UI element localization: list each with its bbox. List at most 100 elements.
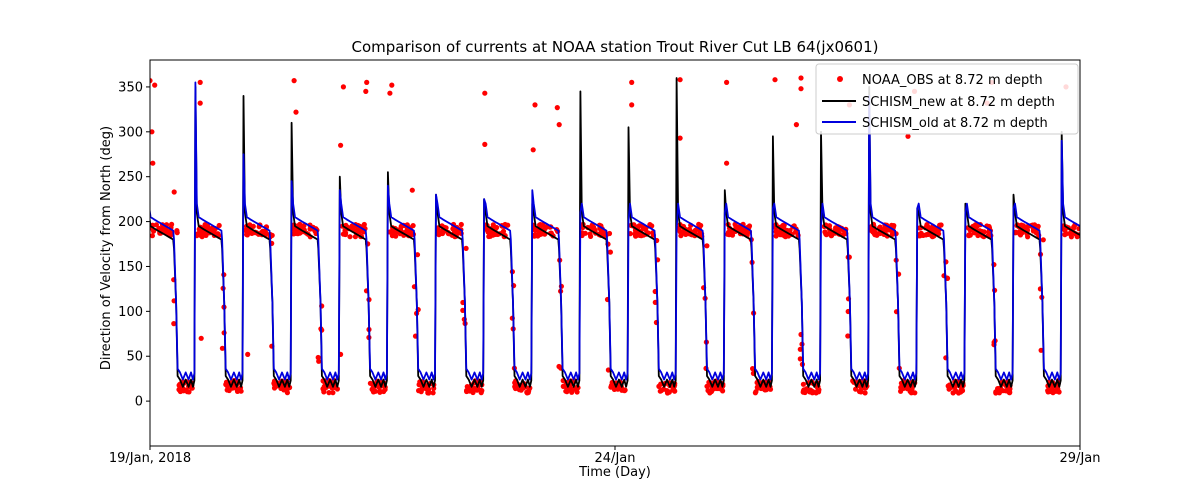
obs-point-outlier <box>677 77 683 83</box>
obs-point <box>458 221 464 228</box>
obs-point <box>898 386 904 392</box>
obs-point <box>746 223 753 229</box>
y-tick-label: 200 <box>118 215 143 230</box>
obs-point <box>874 231 880 237</box>
obs-point-outlier <box>291 78 297 84</box>
x-tick-label: 19/Jan, 2018 <box>109 451 191 466</box>
obs-point <box>393 233 399 239</box>
obs-point-outlier <box>171 189 177 195</box>
obs-point <box>199 234 205 240</box>
y-tick-label: 150 <box>118 260 143 275</box>
obs-point <box>619 387 625 393</box>
chart-title: Comparison of currents at NOAA station T… <box>351 38 878 56</box>
legend-frame <box>815 63 1079 135</box>
obs-point <box>704 243 710 249</box>
obs-point <box>1068 230 1074 236</box>
obs-point-outlier <box>905 133 911 139</box>
obs-point <box>183 387 189 393</box>
y-tick-label: 0 <box>135 395 143 410</box>
obs-point <box>263 230 269 236</box>
obs-point <box>464 384 470 390</box>
obs-point <box>829 232 835 239</box>
obs-point <box>460 307 466 313</box>
obs-point <box>321 386 327 393</box>
obs-point <box>1025 234 1031 240</box>
obs-point <box>996 390 1003 396</box>
obs-point-outlier <box>793 122 800 128</box>
obs-point <box>316 358 322 364</box>
obs-point <box>330 390 336 396</box>
obs-point-outlier <box>150 160 156 166</box>
obs-point <box>589 224 595 230</box>
y-axis-label: Direction of Velocity from North (deg) <box>99 126 114 370</box>
obs-point <box>349 223 355 229</box>
obs-point-outlier <box>724 79 730 85</box>
obs-point <box>269 232 275 238</box>
obs-point <box>196 230 202 236</box>
obs-point-outlier <box>293 109 299 115</box>
obs-point <box>1054 386 1060 392</box>
obs-point <box>377 388 383 394</box>
obs-point-outlier <box>677 135 683 141</box>
obs-point <box>946 386 952 392</box>
obs-point <box>556 363 562 370</box>
obs-point <box>966 233 972 239</box>
series-lines-group <box>150 77 1080 388</box>
obs-point-outlier <box>798 86 804 92</box>
obs-point-outlier <box>554 105 560 111</box>
obs-point <box>150 233 155 239</box>
legend-marker-obs <box>837 76 843 82</box>
obs-point <box>726 232 732 238</box>
obs-point-outlier <box>482 90 488 96</box>
obs-point <box>361 221 367 228</box>
obs-point-outlier <box>152 82 158 88</box>
obs-point <box>1061 226 1067 232</box>
obs-point <box>486 233 492 240</box>
obs-point <box>414 252 421 258</box>
obs-point <box>342 231 348 238</box>
obs-point <box>527 385 533 391</box>
obs-point <box>537 229 543 236</box>
obs-point <box>234 386 240 392</box>
obs-point <box>633 232 639 238</box>
obs-point <box>1038 347 1044 353</box>
obs-point <box>162 227 168 233</box>
legend-label-schism-old: SCHISM_old at 8.72 m depth <box>862 116 1048 131</box>
obs-point <box>889 222 895 228</box>
obs-point-outlier <box>724 160 730 166</box>
obs-point <box>167 229 173 235</box>
obs-point <box>435 230 441 236</box>
obs-point <box>925 231 931 237</box>
series-line-schism-new <box>150 77 1080 388</box>
obs-point <box>607 249 614 255</box>
obs-point <box>430 390 436 396</box>
obs-point <box>1040 237 1046 243</box>
obs-point <box>505 222 511 228</box>
obs-point <box>243 226 249 233</box>
obs-point <box>216 222 222 229</box>
obs-point-outlier <box>197 100 203 106</box>
obs-point <box>636 223 643 229</box>
obs-point <box>806 387 812 393</box>
obs-point <box>372 388 378 394</box>
obs-point-outlier <box>409 187 415 193</box>
obs-point-outlier <box>387 90 393 96</box>
obs-point <box>284 390 290 396</box>
obs-point-outlier <box>198 335 204 341</box>
legend: NOAA_OBS at 8.72 m depth SCHISM_new at 8… <box>815 63 1079 135</box>
obs-point <box>326 390 332 396</box>
obs-point <box>524 390 530 396</box>
obs-point <box>1062 232 1068 238</box>
obs-point <box>608 384 614 390</box>
obs-point-outlier <box>629 79 635 85</box>
obs-point-outlier <box>197 79 203 85</box>
y-tick-label: 300 <box>118 125 143 140</box>
obs-point-outlier <box>389 82 395 88</box>
obs-point <box>1071 224 1077 230</box>
obs-point <box>750 366 756 372</box>
obs-point <box>823 232 830 238</box>
y-tick-label: 350 <box>118 80 143 95</box>
obs-point <box>466 388 473 394</box>
obs-point <box>1047 388 1053 395</box>
